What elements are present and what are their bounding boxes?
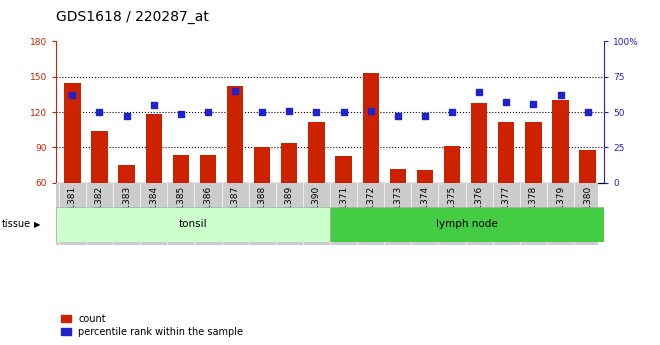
Text: GSM51388: GSM51388: [257, 186, 267, 235]
Bar: [416, 170, 433, 183]
Bar: [146, 115, 162, 183]
Point: [176, 111, 186, 116]
Text: GSM51379: GSM51379: [556, 186, 565, 235]
Point: [474, 90, 484, 95]
Point: [393, 114, 403, 119]
Text: GSM51373: GSM51373: [393, 186, 403, 235]
Text: GSM51374: GSM51374: [420, 186, 430, 235]
Point: [420, 114, 430, 119]
Point: [230, 88, 240, 93]
Point: [582, 109, 593, 115]
Bar: [173, 155, 189, 183]
Bar: [330, 207, 604, 242]
Bar: [389, 169, 406, 183]
Point: [366, 108, 376, 114]
Text: GSM51371: GSM51371: [339, 186, 348, 235]
Text: GSM51376: GSM51376: [475, 186, 484, 235]
Text: GSM51383: GSM51383: [122, 186, 131, 235]
Text: ▶: ▶: [34, 220, 41, 229]
Text: GSM51385: GSM51385: [176, 186, 185, 235]
Bar: [64, 83, 81, 183]
Text: GSM51377: GSM51377: [502, 186, 511, 235]
Bar: [56, 207, 330, 242]
Bar: [335, 156, 352, 183]
Text: GSM51375: GSM51375: [447, 186, 457, 235]
Text: tonsil: tonsil: [179, 219, 207, 229]
Text: GSM51381: GSM51381: [68, 186, 77, 235]
Bar: [227, 86, 244, 183]
Point: [501, 99, 512, 105]
Bar: [308, 121, 325, 183]
Text: tissue: tissue: [1, 219, 30, 229]
Legend: count, percentile rank within the sample: count, percentile rank within the sample: [61, 314, 244, 337]
Point: [284, 108, 294, 114]
Bar: [200, 155, 216, 183]
Bar: [498, 121, 514, 183]
Point: [447, 109, 457, 115]
Text: GSM51378: GSM51378: [529, 186, 538, 235]
Point: [257, 109, 267, 115]
Bar: [552, 100, 569, 183]
Point: [67, 92, 78, 98]
Point: [311, 109, 321, 115]
Text: GSM51380: GSM51380: [583, 186, 592, 235]
Point: [203, 109, 213, 115]
Text: GSM51390: GSM51390: [312, 186, 321, 235]
Bar: [119, 165, 135, 183]
Text: GDS1618 / 220287_at: GDS1618 / 220287_at: [56, 10, 209, 24]
Bar: [471, 103, 487, 183]
Point: [94, 109, 105, 115]
Bar: [362, 73, 379, 183]
Point: [148, 102, 159, 108]
Text: lymph node: lymph node: [436, 219, 498, 229]
Point: [555, 92, 566, 98]
Text: GSM51372: GSM51372: [366, 186, 375, 235]
Bar: [525, 121, 541, 183]
Text: GSM51389: GSM51389: [285, 186, 294, 235]
Bar: [254, 148, 271, 183]
Text: GSM51384: GSM51384: [149, 186, 158, 235]
Bar: [91, 131, 108, 183]
Point: [121, 114, 132, 119]
Bar: [579, 150, 596, 183]
Bar: [444, 146, 460, 183]
Point: [339, 109, 349, 115]
Bar: [281, 143, 298, 183]
Text: GSM51387: GSM51387: [230, 186, 240, 235]
Text: GSM51386: GSM51386: [203, 186, 213, 235]
Point: [528, 101, 539, 106]
Text: GSM51382: GSM51382: [95, 186, 104, 235]
